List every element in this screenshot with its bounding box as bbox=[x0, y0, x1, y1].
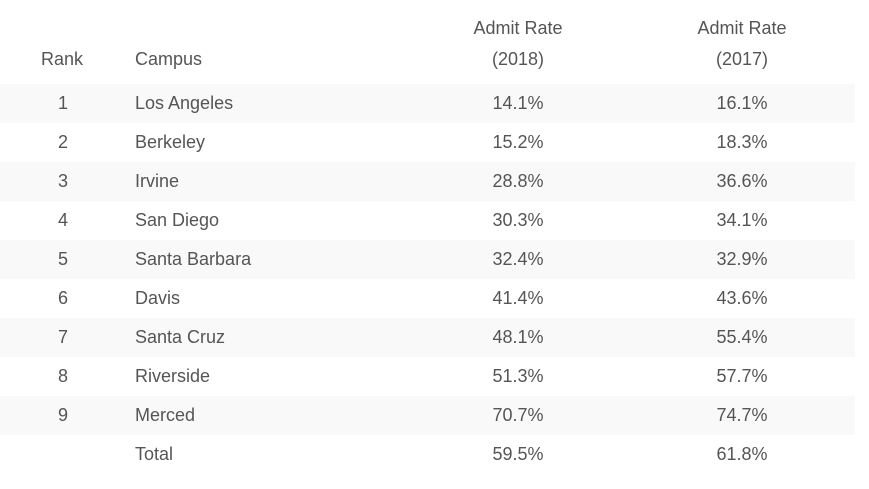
header-admit-rate-2018: Admit Rate (2018) bbox=[438, 13, 598, 75]
cell-admit-rate-2018: 41.4% bbox=[492, 288, 544, 308]
cell-admit-rate-2018: 48.1% bbox=[492, 327, 544, 347]
cell-admit-rate-2018: 59.5% bbox=[492, 444, 544, 464]
cell-admit-rate-2018: 51.3% bbox=[492, 366, 544, 386]
cell-campus: Total bbox=[135, 444, 174, 464]
cell-rank: 8 bbox=[57, 366, 68, 386]
table-row: Total 59.5% 61.8% bbox=[0, 435, 855, 474]
header-admit-rate-2018-line1: Admit Rate bbox=[473, 18, 563, 38]
cell-campus: Santa Barbara bbox=[135, 249, 252, 269]
cell-campus: Irvine bbox=[135, 171, 180, 191]
header-admit-rate-2018-line2: (2018) bbox=[491, 49, 545, 69]
cell-campus: Merced bbox=[135, 405, 196, 425]
table-row: 6 Davis 41.4% 43.6% bbox=[0, 279, 855, 318]
table-row: 3 Irvine 28.8% 36.6% bbox=[0, 162, 855, 201]
cell-admit-rate-2018: 15.2% bbox=[492, 132, 544, 152]
header-rank: Rank bbox=[41, 49, 84, 69]
table-row: 8 Riverside 51.3% 57.7% bbox=[0, 357, 855, 396]
cell-rank: 4 bbox=[57, 210, 68, 230]
cell-admit-rate-2017: 74.7% bbox=[716, 405, 768, 425]
cell-admit-rate-2017: 43.6% bbox=[716, 288, 768, 308]
cell-rank: 1 bbox=[57, 93, 68, 113]
cell-admit-rate-2017: 61.8% bbox=[716, 444, 768, 464]
cell-admit-rate-2017: 16.1% bbox=[716, 93, 768, 113]
table-row: 7 Santa Cruz 48.1% 55.4% bbox=[0, 318, 855, 357]
cell-admit-rate-2018: 14.1% bbox=[492, 93, 544, 113]
cell-admit-rate-2017: 32.9% bbox=[716, 249, 768, 269]
cell-rank bbox=[33, 435, 93, 474]
header-campus: Campus bbox=[135, 49, 203, 69]
cell-campus: Riverside bbox=[135, 366, 211, 386]
cell-admit-rate-2017: 36.6% bbox=[716, 171, 768, 191]
table-row: 1 Los Angeles 14.1% 16.1% bbox=[0, 84, 855, 123]
admit-rate-table: Rank Campus Admit Rate (2018) Admit Rate… bbox=[0, 0, 855, 474]
table-row: 2 Berkeley 15.2% 18.3% bbox=[0, 123, 855, 162]
table-body: 1 Los Angeles 14.1% 16.1% 2 Berkeley 15.2% 18.3… bbox=[0, 84, 855, 474]
cell-admit-rate-2018: 32.4% bbox=[492, 249, 544, 269]
cell-admit-rate-2017: 34.1% bbox=[716, 210, 768, 230]
table-row: 4 San Diego 30.3% 34.1% bbox=[0, 201, 855, 240]
cell-campus: Santa Cruz bbox=[135, 327, 226, 347]
cell-rank: 5 bbox=[57, 249, 68, 269]
table-header: Rank Campus Admit Rate (2018) Admit Rate… bbox=[0, 0, 855, 84]
cell-admit-rate-2018: 70.7% bbox=[492, 405, 544, 425]
header-admit-rate-2017-line1: Admit Rate bbox=[697, 18, 787, 38]
table-row: 5 Santa Barbara 32.4% 32.9% bbox=[0, 240, 855, 279]
cell-admit-rate-2018: 30.3% bbox=[492, 210, 544, 230]
cell-campus: San Diego bbox=[135, 210, 220, 230]
cell-rank: 6 bbox=[57, 288, 68, 308]
cell-rank: 7 bbox=[57, 327, 68, 347]
cell-rank: 3 bbox=[57, 171, 68, 191]
cell-campus: Davis bbox=[135, 288, 181, 308]
cell-admit-rate-2017: 57.7% bbox=[716, 366, 768, 386]
cell-admit-rate-2017: 18.3% bbox=[716, 132, 768, 152]
cell-admit-rate-2018: 28.8% bbox=[492, 171, 544, 191]
table-row: 9 Merced 70.7% 74.7% bbox=[0, 396, 855, 435]
cell-rank: 2 bbox=[57, 132, 68, 152]
cell-rank: 9 bbox=[57, 405, 68, 425]
cell-admit-rate-2017: 55.4% bbox=[716, 327, 768, 347]
cell-campus: Los Angeles bbox=[135, 93, 234, 113]
header-admit-rate-2017-line2: (2017) bbox=[715, 49, 769, 69]
cell-campus: Berkeley bbox=[135, 132, 206, 152]
header-admit-rate-2017: Admit Rate (2017) bbox=[662, 13, 822, 75]
